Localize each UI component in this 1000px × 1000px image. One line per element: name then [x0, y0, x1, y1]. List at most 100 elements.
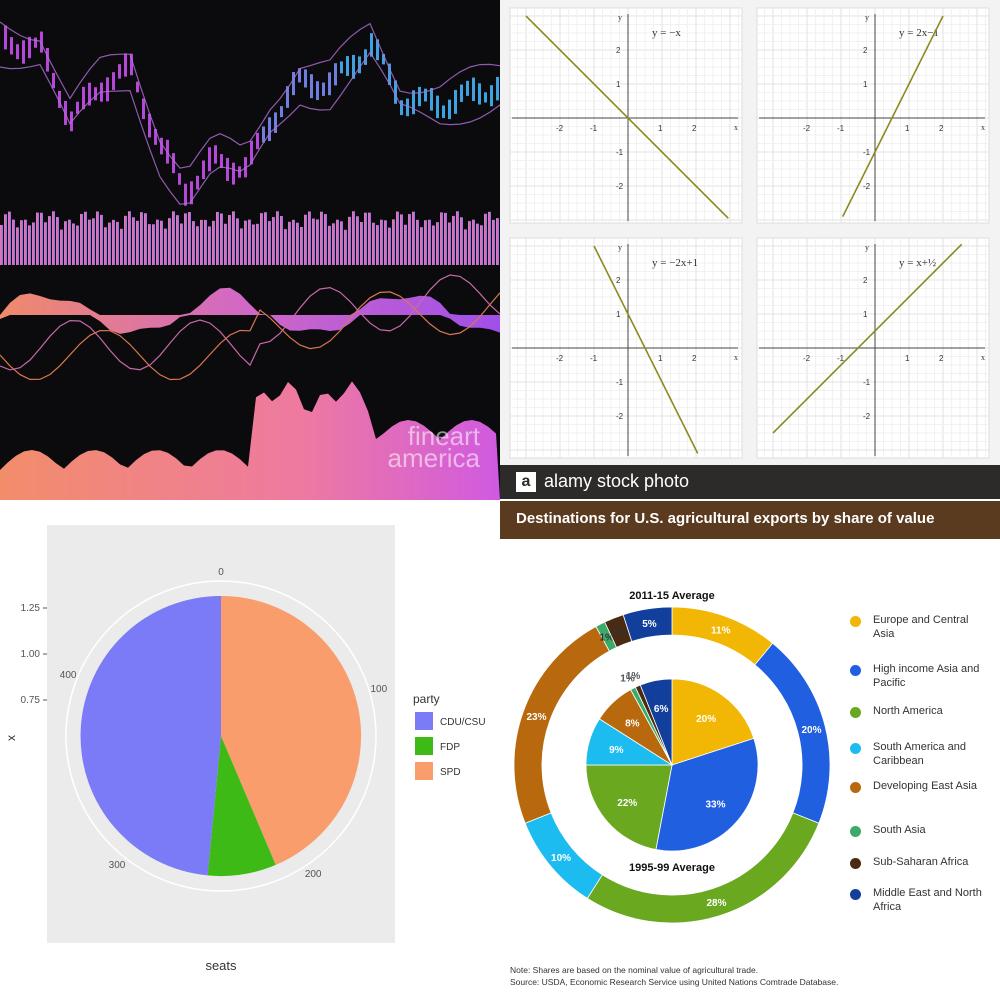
volume-bar [352, 211, 355, 265]
volume-bar [44, 222, 47, 265]
candle [178, 173, 181, 185]
candle [142, 98, 145, 120]
volume-bar [188, 212, 191, 265]
slice-value-label: 22% [617, 798, 637, 809]
volume-bar [132, 217, 135, 265]
volume-bar [368, 212, 371, 265]
volume-bar [128, 211, 131, 265]
volume-bar [356, 216, 359, 265]
volume-bar [52, 211, 55, 265]
watermark: fineart america [388, 423, 480, 471]
x-axis-label: x [734, 353, 738, 362]
volume-bar [72, 223, 75, 265]
candle [388, 63, 391, 85]
inner-slice [655, 737, 759, 852]
volume-bar [420, 227, 423, 265]
candle [232, 162, 235, 185]
volume-bar [492, 219, 495, 265]
legend-label: SPD [440, 767, 461, 778]
legend-label: South Asia [873, 824, 926, 836]
volume-bar [364, 212, 367, 265]
candle [346, 56, 349, 76]
volume-bar [412, 211, 415, 265]
lower-area [0, 381, 500, 500]
graph-title: y = 2x−1 [899, 27, 939, 39]
volume-bar [100, 214, 103, 265]
pie-slice-fdp [207, 736, 276, 877]
volume-bar [340, 221, 343, 265]
oscillator-line [0, 291, 500, 381]
candle [184, 183, 187, 206]
volume-bar [124, 215, 127, 265]
legend-title: party [413, 692, 440, 706]
volume-bar [84, 211, 87, 265]
volume-bar [280, 216, 283, 265]
volume-bar [272, 217, 275, 265]
volume-bar [312, 218, 315, 265]
volume-bar [164, 228, 167, 265]
volume-bar [192, 221, 195, 265]
y-tick-label: -1 [863, 148, 871, 157]
x-tick-label: 2 [939, 354, 944, 363]
volume-bar [220, 213, 223, 265]
legend-label: Europe and Central Asia [873, 614, 969, 640]
slice-value-label: 33% [705, 799, 725, 810]
volume-bar [244, 220, 247, 265]
volume-bar [204, 219, 207, 265]
candle [436, 95, 439, 119]
candle [16, 44, 19, 60]
legend-dot-icon [850, 782, 861, 793]
volume-bar [468, 221, 471, 265]
volume-bar [292, 219, 295, 265]
volume-bar [488, 211, 491, 265]
slice-value-label: 1% [626, 671, 641, 682]
candle [4, 25, 7, 50]
candle [214, 145, 217, 164]
volume-bar [48, 216, 51, 265]
pie-slice-spd [221, 596, 362, 865]
volume-bar [496, 218, 499, 265]
legend-label: Middle East and North Africa [873, 887, 982, 913]
legend-swatch [415, 712, 433, 730]
candle [328, 72, 331, 96]
volume-bar [376, 225, 379, 265]
seats-pie-panel: 0 100 200 300 400 1.25 1.00 0.75 x seats party CDU/… [0, 500, 500, 1000]
volume-bar [216, 211, 219, 265]
candle [46, 47, 49, 72]
volume-bar [276, 211, 279, 265]
legend-dot-icon [850, 665, 861, 676]
volume-bar [332, 223, 335, 265]
volume-bar [304, 214, 307, 265]
candle [466, 80, 469, 96]
candle [472, 77, 475, 101]
candle [460, 84, 463, 102]
volume-bar [428, 219, 431, 265]
x-tick-label: -2 [556, 124, 564, 133]
candle [490, 85, 493, 107]
volume-bar [300, 227, 303, 265]
volume-bar [436, 222, 439, 265]
x-tick-label: 1 [658, 354, 663, 363]
linear-graph-4: x y -2 -1 1 2 2 1 -1 -2 y = x+½ [756, 237, 990, 459]
volume-bar [284, 229, 287, 265]
stock-chart-svg [0, 21, 500, 500]
candle [226, 157, 229, 181]
volume-bar [448, 222, 451, 265]
volume-bar [160, 220, 163, 265]
candle [394, 80, 397, 104]
x-tick-label: 1 [905, 124, 910, 133]
candle [208, 147, 211, 172]
outer-ring-label: 2011-15 Average [629, 590, 714, 602]
volume-bar [76, 225, 79, 265]
candle [124, 53, 127, 77]
volume-bar [408, 214, 411, 265]
volume-bar [172, 211, 175, 265]
x-tick-label: -2 [803, 124, 811, 133]
candle [40, 31, 43, 53]
candle [478, 83, 481, 105]
volume-bar [168, 218, 171, 265]
slice-value-label: 20% [696, 714, 716, 725]
slice-value-label: 2% [612, 627, 627, 638]
x-tick-label: 1 [905, 354, 910, 363]
candle [160, 137, 163, 155]
